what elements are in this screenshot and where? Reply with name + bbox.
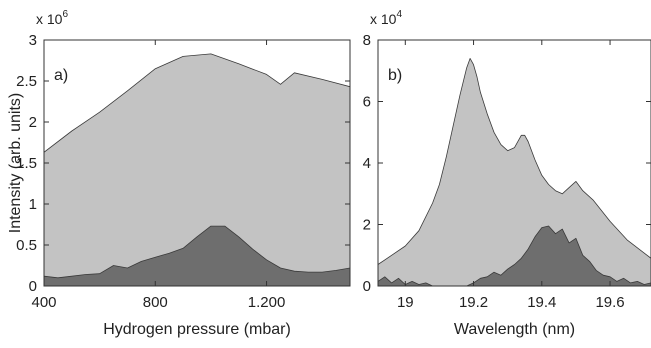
y-tick-label: 1 (29, 196, 37, 213)
series-total-area (378, 58, 651, 286)
panel-a: 400 800 1.200 0 0.5 1 1.5 2 2.5 3 x 106 a) Hydrogen … (7, 9, 351, 338)
series-partial-area (44, 225, 350, 286)
y-tick-label: 0 (29, 278, 37, 295)
y-tick-label: 1.5 (16, 155, 37, 172)
x-tick-label: 19 (397, 294, 414, 311)
plot-area (378, 58, 651, 286)
panel-b: 19 19.2 19.4 19.6 0 2 4 6 8 x 104 b) Wavelength (nm… (363, 9, 651, 338)
series-total-area (44, 53, 350, 286)
series-partial-area (378, 225, 651, 286)
x-axis-title: Wavelength (nm) (454, 321, 575, 338)
y-tick-label: 2.5 (16, 73, 37, 90)
y-multiplier: x 104 (370, 9, 402, 27)
x-axis-title: Hydrogen pressure (mbar) (103, 321, 291, 338)
y-tick-label: 6 (363, 94, 371, 111)
y-axis-title: Intensity (arb. units) (7, 93, 24, 234)
y-tick-label: 0.5 (16, 237, 37, 254)
panel-label: b) (388, 67, 402, 84)
plot-area (44, 53, 350, 286)
x-tick-label: 800 (143, 294, 168, 311)
panel-label: a) (54, 67, 68, 84)
y-tick-label: 3 (29, 32, 37, 49)
y-tick-label: 0 (363, 278, 371, 295)
x-tick-label: 19.2 (459, 294, 488, 311)
x-tick-label: 19.6 (595, 294, 624, 311)
y-tick-label: 2 (363, 217, 371, 234)
y-tick-label: 8 (363, 32, 371, 49)
y-tick-label: 2 (29, 114, 37, 131)
x-tick-label: 400 (31, 294, 56, 311)
x-tick-label: 1.200 (248, 294, 286, 311)
y-tick-label: 4 (363, 155, 371, 172)
y-multiplier: x 106 (36, 9, 68, 27)
x-tick-label: 19.4 (527, 294, 556, 311)
